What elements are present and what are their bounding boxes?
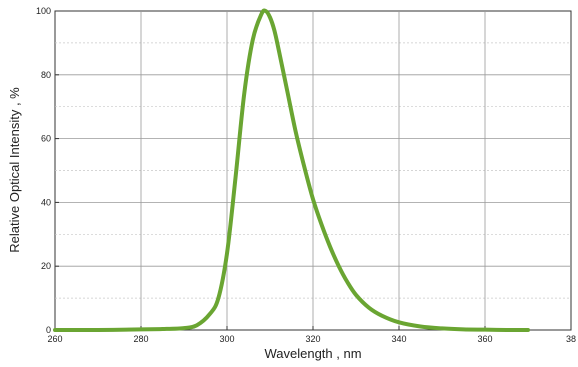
x-tick-label: 280 [133, 334, 148, 344]
x-tick-label: 320 [305, 334, 320, 344]
y-tick-label: 40 [41, 197, 51, 207]
y-tick-label: 100 [36, 6, 51, 16]
y-axis-title: Relative Optical Intensity , % [7, 87, 22, 253]
x-axis-title: Wavelength , nm [264, 346, 361, 361]
y-tick-label: 20 [41, 261, 51, 271]
series-line [53, 8, 530, 332]
major-gridlines [55, 11, 571, 330]
y-tick-label: 0 [46, 325, 51, 335]
y-tick-labels: 0 20 40 60 80 100 [36, 6, 51, 335]
y-tick-label: 80 [41, 70, 51, 80]
x-tick-label: 38 [566, 334, 576, 344]
x-tick-labels: 260 280 300 320 340 360 38 [47, 334, 576, 344]
x-tick-label: 300 [219, 334, 234, 344]
y-tick-label: 60 [41, 134, 51, 144]
x-tick-label: 340 [391, 334, 406, 344]
x-tick-label: 360 [477, 334, 492, 344]
x-tick-label: 260 [47, 334, 62, 344]
